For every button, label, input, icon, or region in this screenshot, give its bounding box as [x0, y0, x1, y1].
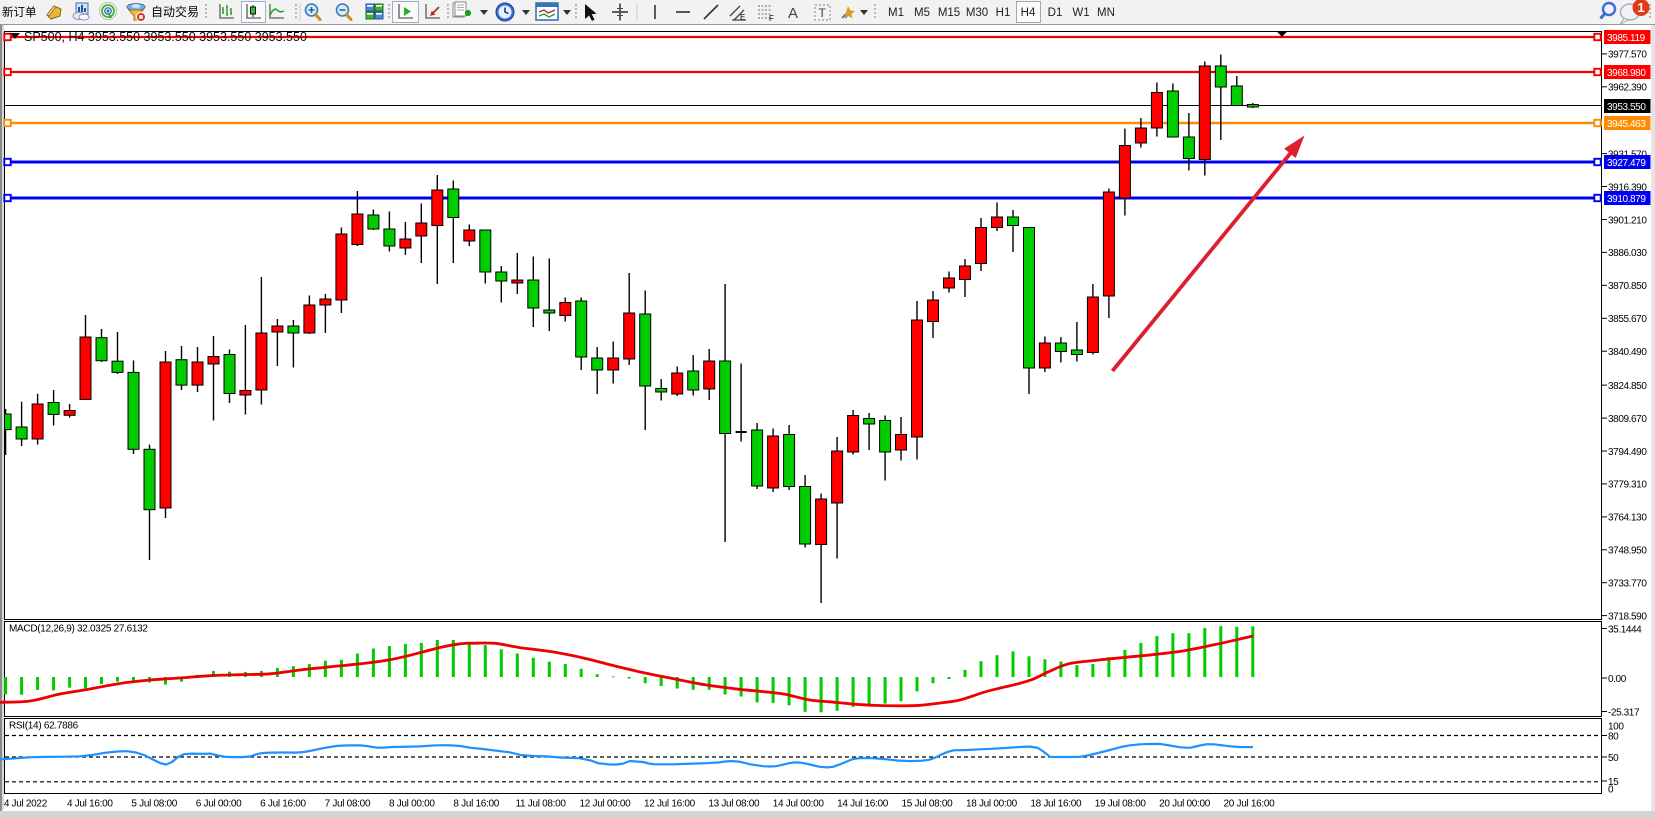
svg-text:15 Jul 08:00: 15 Jul 08:00: [902, 799, 954, 810]
svg-text:20 Jul 16:00: 20 Jul 16:00: [1224, 799, 1276, 810]
svg-text:1: 1: [1637, 0, 1644, 15]
svg-text:35.1444: 35.1444: [1608, 624, 1642, 635]
svg-text:18 Jul 00:00: 18 Jul 00:00: [966, 799, 1018, 810]
svg-text:3718.590: 3718.590: [1608, 611, 1647, 622]
svg-text:14 Jul 16:00: 14 Jul 16:00: [837, 799, 889, 810]
svg-text:0: 0: [1608, 784, 1614, 795]
svg-text:M30: M30: [966, 7, 988, 19]
svg-text:3927.479: 3927.479: [1607, 158, 1646, 169]
svg-text:SP500, H4 3953.550 3953.550 3: SP500, H4 3953.550 3953.550 3953.550 395…: [24, 30, 307, 44]
svg-text:E: E: [740, 13, 745, 22]
svg-text:3824.850: 3824.850: [1608, 381, 1647, 392]
svg-text:3985.119: 3985.119: [1607, 33, 1646, 44]
svg-text:3794.490: 3794.490: [1608, 447, 1647, 458]
svg-text:3764.130: 3764.130: [1608, 513, 1647, 524]
svg-text:3733.770: 3733.770: [1608, 579, 1647, 590]
svg-text:3886.030: 3886.030: [1608, 248, 1647, 259]
svg-text:6 Jul 00:00: 6 Jul 00:00: [196, 799, 242, 810]
svg-text:14 Jul 00:00: 14 Jul 00:00: [773, 799, 825, 810]
svg-text:4 Jul 2022: 4 Jul 2022: [4, 799, 48, 810]
svg-text:5 Jul 08:00: 5 Jul 08:00: [131, 799, 177, 810]
svg-text:18 Jul 16:00: 18 Jul 16:00: [1030, 799, 1082, 810]
svg-text:H4: H4: [1021, 7, 1036, 19]
svg-text:3901.210: 3901.210: [1608, 215, 1647, 226]
svg-text:A: A: [788, 5, 798, 22]
svg-text:80: 80: [1608, 731, 1619, 742]
svg-text:12 Jul 00:00: 12 Jul 00:00: [580, 799, 632, 810]
svg-text:100: 100: [1608, 721, 1624, 732]
svg-text:4 Jul 16:00: 4 Jul 16:00: [67, 799, 113, 810]
svg-text:M5: M5: [914, 7, 930, 19]
svg-text:3910.879: 3910.879: [1607, 194, 1646, 205]
svg-text:F: F: [769, 14, 774, 23]
svg-text:8 Jul 00:00: 8 Jul 00:00: [389, 799, 435, 810]
svg-text:50: 50: [1608, 753, 1619, 764]
svg-text:12 Jul 16:00: 12 Jul 16:00: [644, 799, 696, 810]
svg-text:M1: M1: [888, 7, 904, 19]
svg-text:T: T: [819, 6, 827, 20]
svg-text:3779.310: 3779.310: [1608, 480, 1647, 491]
svg-text:3968.980: 3968.980: [1607, 68, 1646, 79]
svg-text:RSI(14) 62.7886: RSI(14) 62.7886: [9, 721, 79, 732]
svg-text:3962.390: 3962.390: [1608, 83, 1647, 94]
svg-text:3916.390: 3916.390: [1608, 182, 1647, 193]
svg-text:3945.463: 3945.463: [1607, 119, 1646, 130]
svg-text:W1: W1: [1072, 7, 1089, 19]
svg-text:20 Jul 00:00: 20 Jul 00:00: [1159, 799, 1211, 810]
svg-text:MN: MN: [1097, 7, 1115, 19]
svg-text:MACD(12,26,9) 32.0325 27.6132: MACD(12,26,9) 32.0325 27.6132: [9, 624, 148, 635]
svg-text:3953.550: 3953.550: [1607, 102, 1646, 113]
svg-text:新订单: 新订单: [2, 5, 37, 19]
svg-text:0.00: 0.00: [1608, 674, 1627, 685]
svg-text:3809.670: 3809.670: [1608, 414, 1647, 425]
svg-text:3840.490: 3840.490: [1608, 347, 1647, 358]
svg-text:6 Jul 16:00: 6 Jul 16:00: [260, 799, 306, 810]
svg-text:3977.570: 3977.570: [1608, 50, 1647, 61]
svg-text:19 Jul 08:00: 19 Jul 08:00: [1095, 799, 1147, 810]
svg-text:7 Jul 08:00: 7 Jul 08:00: [325, 799, 371, 810]
svg-text:M15: M15: [938, 7, 960, 19]
svg-text:-25.317: -25.317: [1608, 707, 1640, 718]
svg-text:13 Jul 08:00: 13 Jul 08:00: [708, 799, 760, 810]
svg-text:3931.570: 3931.570: [1608, 149, 1647, 160]
svg-text:H1: H1: [996, 7, 1011, 19]
svg-text:8 Jul 16:00: 8 Jul 16:00: [453, 799, 499, 810]
svg-text:15: 15: [1608, 777, 1619, 788]
svg-text:3855.670: 3855.670: [1608, 314, 1647, 325]
svg-text:自动交易: 自动交易: [151, 4, 199, 19]
svg-text:11 Jul 08:00: 11 Jul 08:00: [516, 799, 567, 810]
svg-text:3870.850: 3870.850: [1608, 281, 1647, 292]
svg-text:3748.950: 3748.950: [1608, 546, 1647, 557]
svg-text:D1: D1: [1048, 7, 1063, 19]
